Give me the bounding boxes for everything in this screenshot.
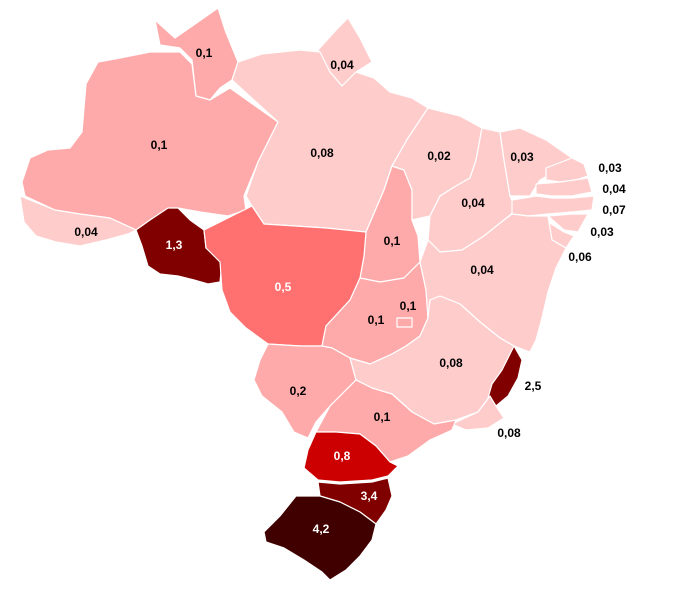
label-sergipe: 0,06 [568, 250, 592, 264]
state-mato-grosso-do-sul [253, 343, 357, 439]
label-espirito-santo: 2,5 [525, 379, 542, 393]
label-piaui: 0,04 [461, 196, 485, 210]
label-distrito-federal: 0,1 [400, 299, 417, 313]
label-rio-de-janeiro: 0,08 [497, 426, 521, 440]
label-amapa: 0,04 [330, 58, 354, 72]
state-paraiba [535, 177, 593, 197]
label-santa-catarina: 3,4 [361, 489, 378, 503]
label-sao-paulo: 0,1 [374, 410, 391, 424]
label-amazonas: 0,1 [151, 138, 168, 152]
state-parana [303, 431, 399, 483]
label-pernambuco: 0,07 [602, 203, 626, 217]
label-acre: 0,04 [74, 225, 98, 239]
label-paraiba: 0,04 [602, 182, 626, 196]
state-sao-paulo [315, 379, 457, 463]
label-rio-grande-do-norte: 0,03 [598, 161, 622, 175]
label-maranhao: 0,02 [427, 149, 451, 163]
state-rio-grande-do-sul [263, 495, 377, 581]
label-rondonia: 1,3 [166, 238, 183, 252]
state-acre [19, 195, 137, 247]
label-ceara: 0,03 [510, 150, 534, 164]
label-roraima: 0,1 [196, 46, 213, 60]
state-rio-grande-do-norte [545, 157, 589, 183]
label-bahia: 0,04 [470, 263, 494, 277]
state-distrito-federal [396, 317, 413, 328]
state-alagoas [547, 213, 589, 233]
label-parana: 0,8 [334, 449, 351, 463]
label-mato-grosso-do-sul: 0,2 [290, 384, 307, 398]
state-pernambuco [511, 195, 595, 217]
label-goias: 0,1 [368, 313, 385, 327]
label-para: 0,08 [310, 146, 334, 160]
state-roraima [154, 7, 239, 101]
label-alagoas: 0,03 [590, 225, 614, 239]
label-mato-grosso: 0,5 [275, 280, 292, 294]
label-tocantins: 0,1 [384, 234, 401, 248]
label-rio-grande-do-sul: 4,2 [313, 522, 330, 536]
label-minas-gerais: 0,08 [439, 356, 463, 370]
